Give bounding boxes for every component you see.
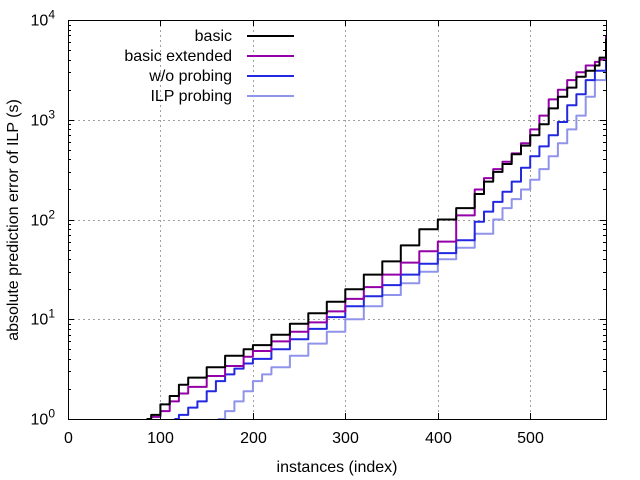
y-tick-base: 10 bbox=[31, 312, 49, 329]
y-tick-base: 10 bbox=[31, 113, 49, 130]
legend-label: ILP probing bbox=[150, 88, 232, 105]
x-tick-label: 0 bbox=[64, 430, 73, 447]
series-line-basic bbox=[146, 38, 607, 420]
plot-area bbox=[146, 35, 607, 420]
y-tick-label: 102 bbox=[31, 208, 56, 230]
legend: basic basic extended w/o probing ILP probin… bbox=[124, 28, 294, 105]
y-tick-base: 10 bbox=[31, 412, 49, 429]
x-axis-tick-labels: 0 100 200 300 400 500 bbox=[64, 430, 544, 447]
y-tick-exponent: 2 bbox=[48, 208, 55, 222]
y-tick-exponent: 4 bbox=[48, 8, 55, 22]
gridlines bbox=[68, 20, 606, 419]
x-tick-label: 400 bbox=[425, 430, 452, 447]
x-axis-title: instances (index) bbox=[277, 459, 398, 476]
x-tick-label: 500 bbox=[517, 430, 544, 447]
y-tick-base: 10 bbox=[31, 213, 49, 230]
y-tick-label: 103 bbox=[31, 108, 56, 130]
y-tick-exponent: 1 bbox=[48, 307, 55, 321]
y-tick-base: 10 bbox=[31, 13, 49, 30]
axis-ticks bbox=[68, 20, 606, 420]
x-tick-label: 100 bbox=[147, 430, 174, 447]
x-tick-label: 200 bbox=[240, 430, 267, 447]
series-line-w-o-probing bbox=[174, 42, 607, 420]
y-tick-label: 104 bbox=[31, 8, 56, 30]
y-tick-label: 101 bbox=[31, 307, 56, 329]
y-tick-exponent: 3 bbox=[48, 108, 55, 122]
legend-label: basic extended bbox=[124, 48, 232, 65]
y-tick-label: 100 bbox=[31, 407, 56, 429]
y-axis-title: absolute prediction error of ILP (s) bbox=[5, 99, 22, 341]
y-tick-exponent: 0 bbox=[48, 407, 55, 421]
x-tick-label: 300 bbox=[332, 430, 359, 447]
legend-label: basic bbox=[195, 28, 232, 45]
legend-label: w/o probing bbox=[148, 68, 232, 85]
series-line-ilp-probing bbox=[217, 42, 607, 420]
